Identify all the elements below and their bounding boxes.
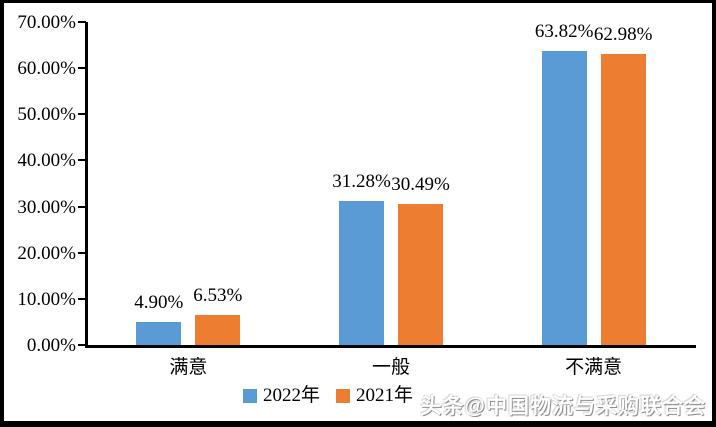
y-tick-label: 20.00% xyxy=(17,242,76,264)
y-tick-label: 10.00% xyxy=(17,288,76,310)
legend-swatch xyxy=(242,388,257,403)
watermark: 头条@中国物流与采购联合会 xyxy=(420,395,706,418)
bar-value-label: 63.82% xyxy=(534,20,594,42)
legend-item-2022年: 2022年 xyxy=(242,385,320,406)
y-tick-label: 50.00% xyxy=(17,104,76,126)
x-category-label: 不满意 xyxy=(565,357,623,378)
x-axis-line xyxy=(85,345,696,348)
x-category-label: 一般 xyxy=(371,357,410,378)
legend-label: 2022年 xyxy=(262,385,320,406)
bar-value-label: 6.53% xyxy=(193,284,243,306)
y-tick-mark xyxy=(78,205,86,208)
y-tick-mark xyxy=(78,251,86,254)
bar-value-label: 30.49% xyxy=(391,174,450,196)
bar-2021年-一般 xyxy=(398,204,443,345)
bar-2022年-满意 xyxy=(136,322,182,345)
bar-2022年-一般 xyxy=(339,200,384,345)
y-tick-label: 30.00% xyxy=(17,196,76,218)
y-tick-label: 0.00% xyxy=(26,335,76,356)
y-tick-mark xyxy=(78,344,86,346)
y-tick-mark xyxy=(78,159,86,162)
legend-label: 2021年 xyxy=(356,385,414,406)
y-tick-mark xyxy=(78,21,86,23)
legend-item-2021年: 2021年 xyxy=(336,386,413,405)
bar-2021年-满意 xyxy=(195,314,241,345)
x-category-label: 满意 xyxy=(169,357,208,378)
y-tick-label: 40.00% xyxy=(17,150,76,172)
legend: 2022年 2021年 xyxy=(0,386,656,405)
y-tick-mark xyxy=(78,113,86,116)
bar-2021年-不满意 xyxy=(600,54,646,345)
y-tick-label: 70.00% xyxy=(17,12,76,33)
bar-2022年-不满意 xyxy=(541,50,587,345)
bar-value-label: 4.90% xyxy=(134,292,184,314)
y-tick-mark xyxy=(78,67,86,70)
bar-value-label: 62.98% xyxy=(593,24,653,46)
y-tick-label: 60.00% xyxy=(17,58,76,80)
y-axis-line xyxy=(85,22,88,346)
bar-value-label: 31.28% xyxy=(332,170,391,192)
y-tick-mark xyxy=(78,297,86,300)
legend-swatch xyxy=(336,388,350,403)
